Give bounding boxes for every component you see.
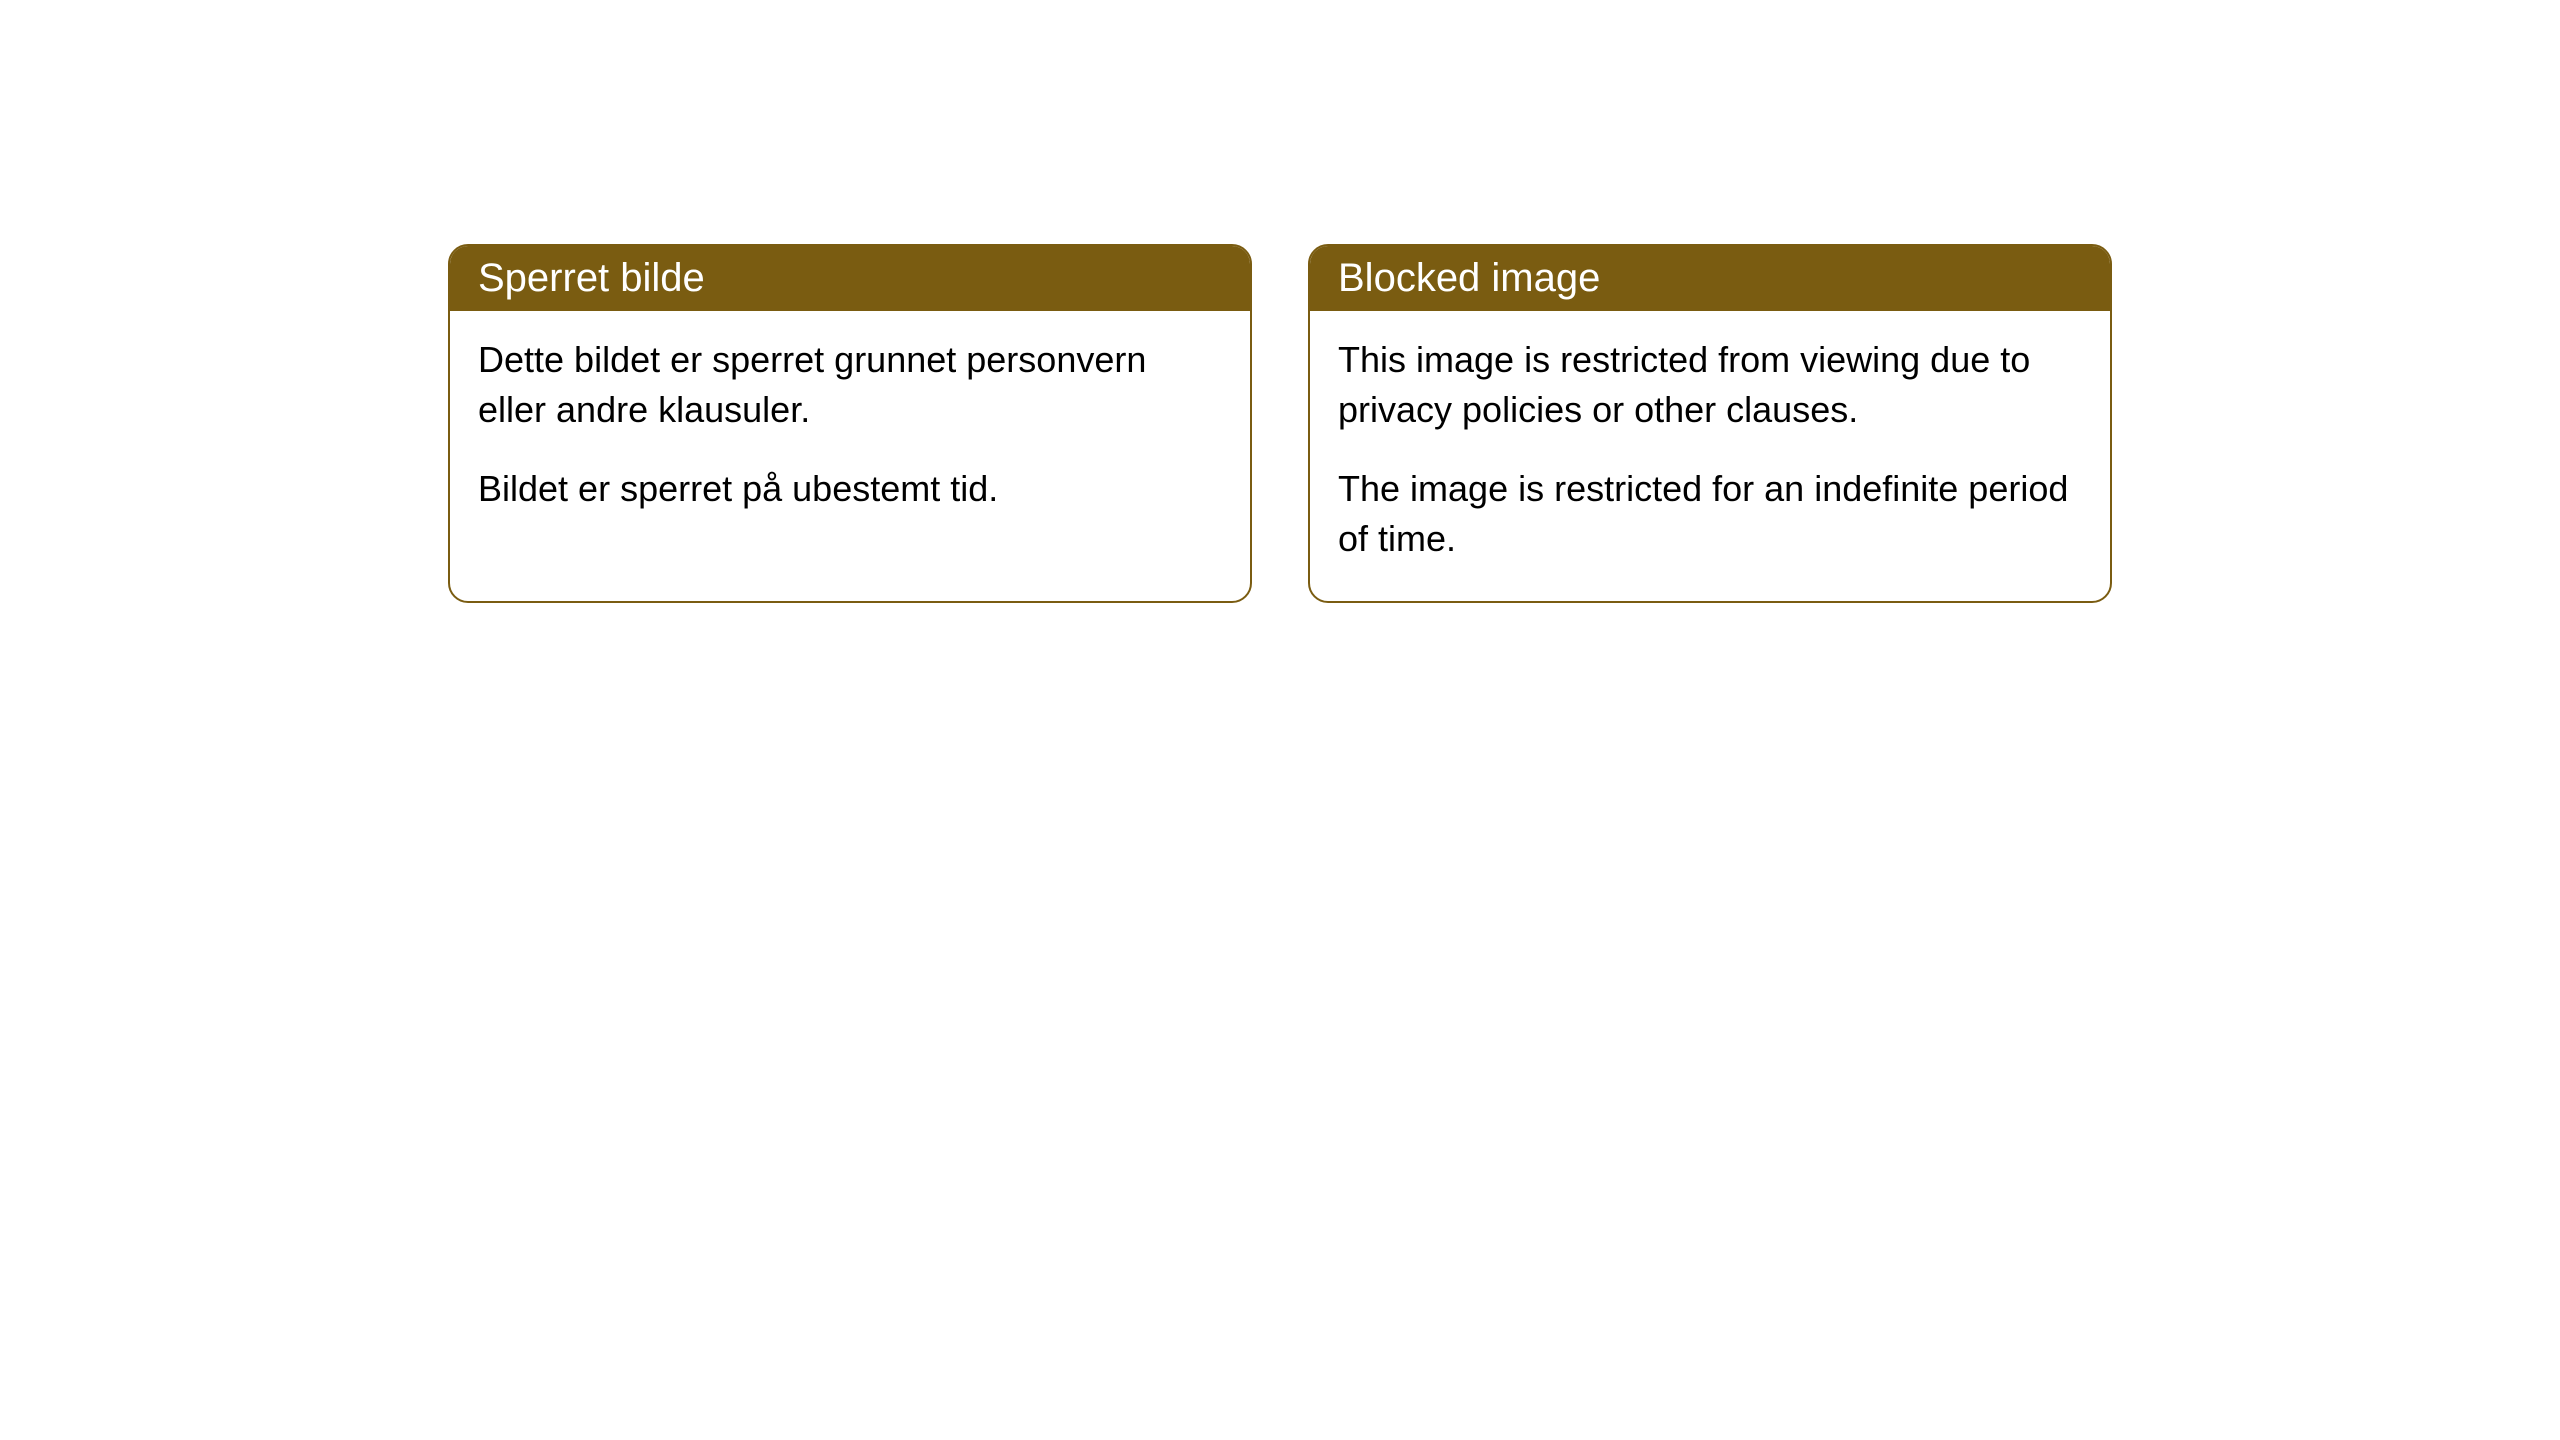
- card-paragraph-2: Bildet er sperret på ubestemt tid.: [478, 464, 1222, 514]
- blocked-image-card-english: Blocked image This image is restricted f…: [1308, 244, 2112, 603]
- card-paragraph-1: This image is restricted from viewing du…: [1338, 335, 2082, 436]
- card-header: Blocked image: [1310, 246, 2110, 311]
- card-body: Dette bildet er sperret grunnet personve…: [450, 311, 1250, 550]
- card-paragraph-2: The image is restricted for an indefinit…: [1338, 464, 2082, 565]
- card-body: This image is restricted from viewing du…: [1310, 311, 2110, 601]
- card-title: Sperret bilde: [478, 256, 705, 300]
- blocked-image-card-norwegian: Sperret bilde Dette bildet er sperret gr…: [448, 244, 1252, 603]
- card-header: Sperret bilde: [450, 246, 1250, 311]
- notice-container: Sperret bilde Dette bildet er sperret gr…: [448, 244, 2112, 603]
- card-title: Blocked image: [1338, 256, 1600, 300]
- card-paragraph-1: Dette bildet er sperret grunnet personve…: [478, 335, 1222, 436]
